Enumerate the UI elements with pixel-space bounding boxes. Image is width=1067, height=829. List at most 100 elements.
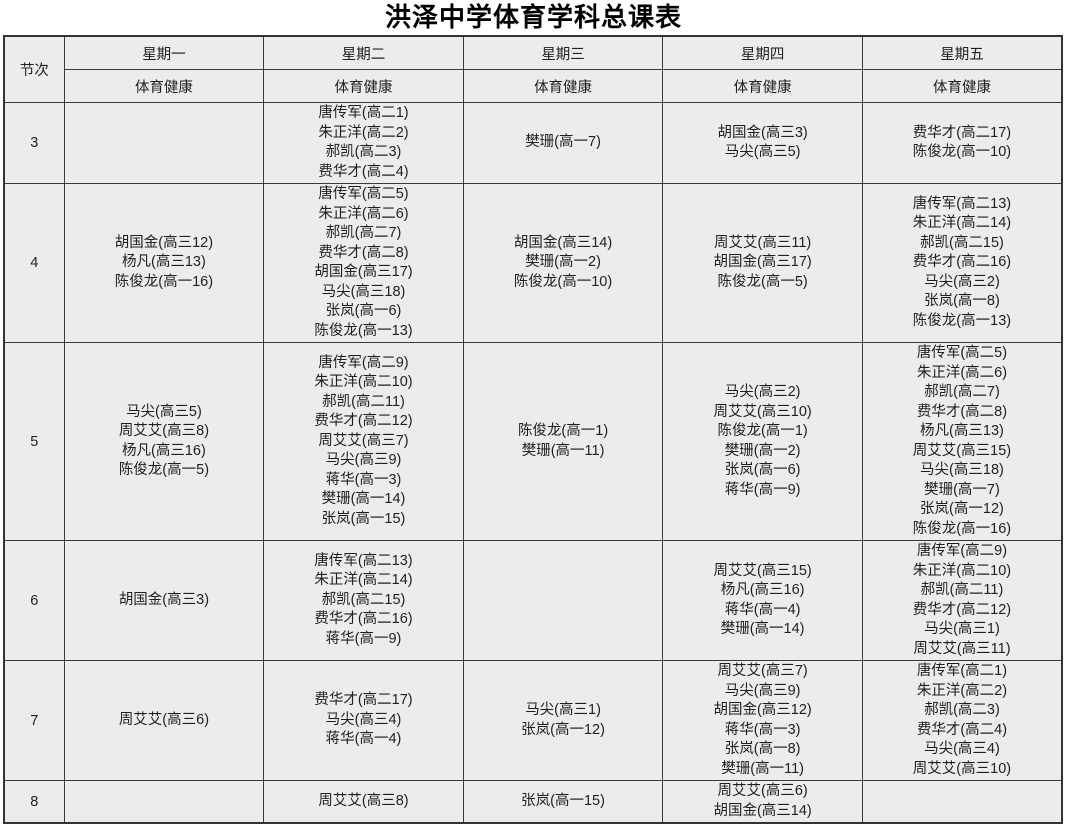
schedule-cell: 周艾艾(高三6) 胡国金(高三14) <box>662 780 863 824</box>
class-entry: 朱正洋(高二14) <box>912 215 1012 232</box>
class-entry: 陈俊龙(高一10) <box>912 144 1012 160</box>
schedule-row: 3 唐传军(高二1) 朱正洋(高二2) 郝凯(高二3) 费华才(高二4) 樊珊(高一7) 胡… <box>3 102 1063 184</box>
class-entry: 樊珊(高一2) <box>724 442 801 459</box>
class-entry: 樊珊(高一2) <box>525 254 601 271</box>
class-entry: 陈俊龙(高一13) <box>912 312 1012 329</box>
class-entry: 杨凡(高三16) <box>122 442 206 459</box>
class-entry: 张岚(高一15) <box>521 792 605 809</box>
subject-header: 体育健康 <box>662 69 863 103</box>
class-entry: 费华才(高二12) <box>314 413 413 430</box>
class-entry: 朱正洋(高二6) <box>318 205 409 222</box>
class-entry: 费华才(高二16) <box>912 254 1012 271</box>
class-entry: 樊珊(高一7) <box>924 481 1000 498</box>
period-number: 4 <box>3 183 65 343</box>
schedule-cell: 陈俊龙(高一1) 樊珊(高一11) <box>462 342 664 541</box>
class-entry: 费华才(高二12) <box>912 601 1012 618</box>
period-number: 8 <box>3 780 65 824</box>
class-entry: 樊珊(高一11) <box>521 442 605 459</box>
class-entry: 郝凯(高二7) <box>325 225 402 241</box>
class-entry: 陈俊龙(高一16) <box>114 273 214 290</box>
schedule-cell <box>462 540 664 661</box>
class-entry: 马尖(高三2) <box>924 273 1000 290</box>
class-entry: 陈俊龙(高一13) <box>314 322 413 339</box>
schedule-cell: 唐传军(高二9) 朱正洋(高二10) 郝凯(高二11) 费华才(高二12) 马尖(高三1… <box>861 540 1063 661</box>
class-entry: 陈俊龙(高一5) <box>717 273 808 290</box>
subject-header: 体育健康 <box>462 69 664 103</box>
class-entry: 马尖(高三5) <box>126 403 202 420</box>
class-entry: 蒋华(高一9) <box>325 630 402 647</box>
class-entry: 陈俊龙(高一1) <box>717 423 808 439</box>
class-entry: 胡国金(高三17) <box>314 264 413 280</box>
class-entry: 周艾艾(高三11) <box>714 234 812 251</box>
class-entry: 费华才(高二16) <box>314 611 413 628</box>
class-entry: 蒋华(高一9) <box>724 481 801 498</box>
class-entry: 费华才(高二8) <box>916 403 1008 420</box>
class-entry: 樊珊(高一11) <box>721 760 804 777</box>
subject-header: 体育健康 <box>263 69 464 103</box>
class-entry: 郝凯(高二11) <box>322 393 405 410</box>
class-entry: 胡国金(高三12) <box>713 702 812 718</box>
class-entry: 胡国金(高三3) <box>118 591 210 608</box>
subject-header: 体育健康 <box>63 69 265 103</box>
schedule-cell: 胡国金(高三3) 马尖(高三5) <box>662 102 863 184</box>
schedule-cell: 胡国金(高三12) 杨凡(高三13) 陈俊龙(高一16) <box>63 183 265 343</box>
schedule-cell: 唐传军(高二13) 朱正洋(高二14) 郝凯(高二15) 费华才(高二16) 蒋华(高一… <box>263 540 464 661</box>
class-entry: 马尖(高三18) <box>920 462 1004 478</box>
period-column-header: 节次 <box>3 35 65 103</box>
class-entry: 樊珊(高一7) <box>525 134 601 151</box>
class-entry: 樊珊(高一14) <box>720 621 805 637</box>
class-entry: 郝凯(高二15) <box>920 234 1004 251</box>
schedule-table: 节次 星期一 星期二 星期三 星期四 星期五 体育健康 体育健康 体育健康 体育… <box>3 35 1063 824</box>
period-number: 7 <box>3 660 65 781</box>
schedule-cell: 费华才(高二17) 马尖(高三4) 蒋华(高一4) <box>263 660 464 781</box>
schedule-row: 7 周艾艾(高三6) 费华才(高二17) 马尖(高三4) 蒋华(高一4) 马尖(高三1) 张… <box>3 660 1063 781</box>
schedule-cell: 唐传军(高二13) 朱正洋(高二14) 郝凯(高二15) 费华才(高二16) 马尖(高三… <box>861 183 1063 343</box>
schedule-cell <box>63 780 265 824</box>
class-entry: 费华才(高二8) <box>318 244 409 261</box>
class-entry: 马尖(高三2) <box>724 384 801 400</box>
class-entry: 蒋华(高一4) <box>724 601 801 618</box>
class-entry: 马尖(高三18) <box>321 283 406 300</box>
class-entry: 唐传军(高二1) <box>916 663 1008 679</box>
class-entry: 蒋华(高一3) <box>724 721 801 738</box>
class-entry: 朱正洋(高二6) <box>916 364 1008 381</box>
schedule-cell: 唐传军(高二1) 朱正洋(高二2) 郝凯(高二3) 费华才(高二4) 马尖(高三4) 周艾… <box>861 660 1063 781</box>
class-entry: 陈俊龙(高一1) <box>517 423 609 439</box>
class-entry: 朱正洋(高二2) <box>916 682 1008 699</box>
class-entry: 胡国金(高三14) <box>713 802 812 819</box>
class-entry: 唐传军(高二5) <box>318 186 409 202</box>
class-entry: 张岚(高一8) <box>724 741 801 757</box>
schedule-cell: 胡国金(高三14) 樊珊(高一2) 陈俊龙(高一10) <box>462 183 664 343</box>
schedule-cell: 马尖(高三2) 周艾艾(高三10) 陈俊龙(高一1) 樊珊(高一2) 张岚(高一6) 蒋华… <box>662 342 863 541</box>
class-entry: 张岚(高一15) <box>321 510 406 527</box>
schedule-cell <box>63 102 265 184</box>
class-entry: 朱正洋(高二14) <box>314 572 413 589</box>
class-entry: 周艾艾(高三7) <box>318 432 409 449</box>
class-entry: 马尖(高三1) <box>525 702 601 718</box>
period-number: 3 <box>3 102 65 184</box>
class-entry: 马尖(高三9) <box>724 682 801 699</box>
class-entry: 费华才(高二4) <box>318 163 409 180</box>
class-entry: 杨凡(高三16) <box>720 582 805 598</box>
class-entry: 张岚(高一8) <box>924 293 1000 310</box>
class-entry: 费华才(高二17) <box>912 124 1012 141</box>
day-header-monday: 星期一 <box>63 35 265 70</box>
page-title: 洪泽中学体育学科总课表 <box>384 2 682 32</box>
schedule-cell <box>861 780 1063 824</box>
schedule-cell: 胡国金(高三3) <box>63 540 265 661</box>
class-entry: 郝凯(高二7) <box>924 384 1000 400</box>
class-entry: 陈俊龙(高一5) <box>118 462 210 478</box>
class-entry: 蒋华(高一4) <box>325 731 402 748</box>
schedule-cell: 张岚(高一15) <box>462 780 664 824</box>
class-entry: 蒋华(高一3) <box>325 471 402 488</box>
class-entry: 周艾艾(高三11) <box>913 640 1011 657</box>
class-entry: 唐传军(高二9) <box>916 543 1008 559</box>
class-entry: 陈俊龙(高一10) <box>513 273 613 290</box>
class-entry: 胡国金(高三3) <box>717 124 808 141</box>
class-entry: 唐传军(高二1) <box>318 105 409 121</box>
class-entry: 周艾艾(高三8) <box>318 792 409 809</box>
schedule-row: 8 周艾艾(高三8) 张岚(高一15) 周艾艾(高三6) 胡国金(高三14) <box>3 780 1063 824</box>
class-entry: 马尖(高三1) <box>924 621 1000 637</box>
day-header-wednesday: 星期三 <box>462 35 664 70</box>
class-entry: 张岚(高一6) <box>724 462 801 478</box>
